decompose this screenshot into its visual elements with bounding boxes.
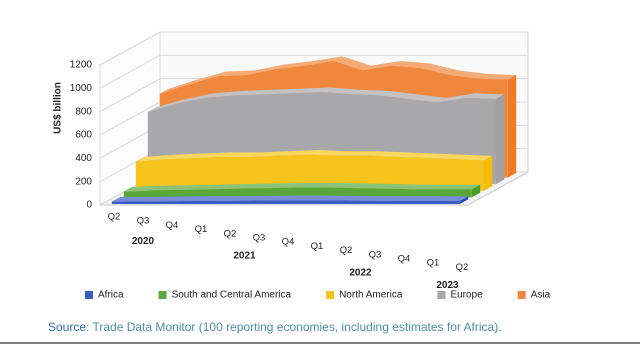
legend-swatch: [517, 291, 526, 299]
x-tick-label: Q3: [369, 249, 382, 260]
x-group-label: 2021: [233, 251, 256, 262]
x-group-label: 2022: [349, 267, 372, 278]
x-tick-label: Q1: [427, 258, 440, 269]
legend-label: North America: [339, 290, 403, 301]
area-top: [135, 150, 493, 162]
x-group-label: 2020: [132, 236, 155, 247]
x-tick-label: Q4: [166, 220, 179, 231]
y-axis-title: US$ billion: [53, 82, 64, 134]
x-tick-label: Q4: [398, 254, 411, 265]
legend-label: South and Central America: [172, 290, 292, 301]
source-text: : Trade Data Monitor (100 reporting econ…: [86, 320, 502, 334]
y-tick-label: 600: [75, 130, 92, 141]
area-top: [159, 56, 517, 94]
area-top: [111, 195, 469, 202]
grid-line: [99, 54, 528, 89]
legend-label: Asia: [531, 290, 551, 301]
area-side: [507, 74, 517, 178]
area: [135, 154, 484, 191]
x-tick-label: Q2: [340, 245, 353, 256]
legend-swatch: [437, 291, 446, 299]
x-tick-label: Q1: [195, 224, 208, 235]
y-tick-label: 0: [86, 200, 92, 211]
x-tick-label: Q3: [253, 233, 266, 244]
y-tick-label: 1000: [70, 83, 93, 94]
grid-line: [99, 31, 528, 66]
y-tick-label: 800: [75, 106, 92, 117]
x-tick-label: Q2: [456, 262, 469, 273]
legend-label: Europe: [450, 290, 483, 301]
legend-swatch: [326, 291, 335, 299]
area-side: [459, 196, 469, 205]
source-label: Source: [48, 320, 86, 334]
x-tick-label: Q2: [108, 212, 121, 223]
y-tick-label: 1200: [70, 60, 93, 71]
x-tick-label: Q1: [311, 241, 324, 252]
x-group-label: 2023: [436, 280, 459, 291]
legend-label: Africa: [98, 290, 124, 301]
x-tick-label: Q3: [137, 216, 150, 227]
legend-swatch: [85, 291, 93, 299]
area: [123, 187, 472, 198]
area-side: [483, 155, 493, 191]
x-tick-label: Q2: [224, 228, 237, 239]
x-tick-label: Q4: [282, 237, 295, 248]
area-top: [123, 182, 481, 192]
y-tick-label: 200: [75, 176, 92, 187]
area-side: [471, 184, 481, 198]
area: [111, 200, 460, 205]
y-tick-label: 400: [75, 153, 92, 164]
area-top: [147, 87, 505, 112]
legend-swatch: [158, 291, 167, 299]
area-side: [495, 94, 505, 185]
